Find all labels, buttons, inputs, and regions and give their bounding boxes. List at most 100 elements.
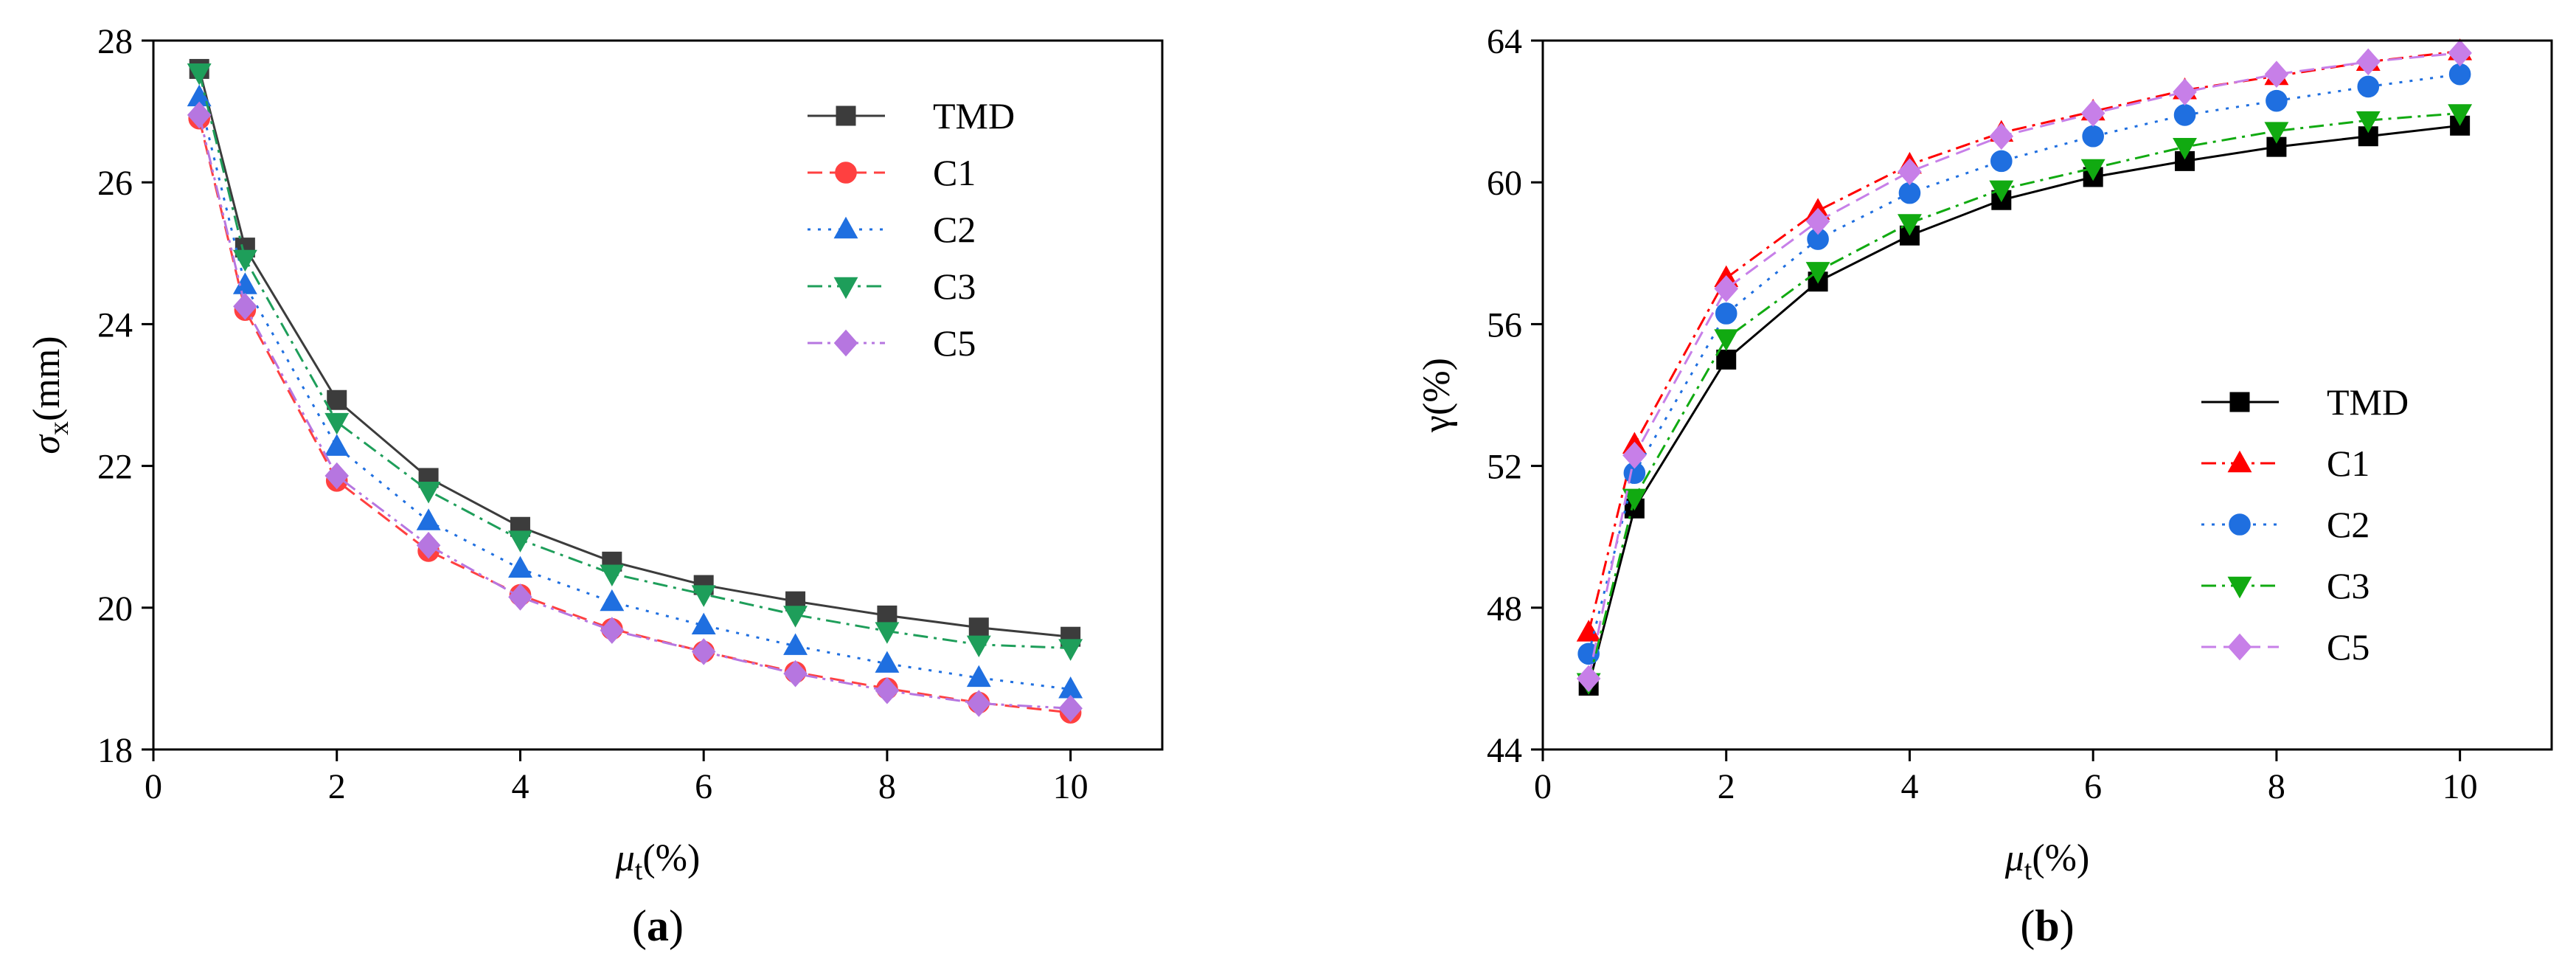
panel-a-y-tick-label: 20 — [97, 589, 133, 629]
panel-a-x-tick-label: 2 — [328, 767, 346, 806]
panel-b-legend-marker-c2 — [2229, 513, 2251, 536]
panel-a-point-c5 — [967, 690, 991, 717]
panel-a-series-line-c3 — [198, 72, 1071, 650]
panel-a-point-c5 — [783, 659, 808, 688]
panel-a-legend-marker-c2 — [833, 216, 858, 239]
panel-b-x-sub: t — [2024, 855, 2032, 886]
panel-a-point-c5 — [1058, 694, 1083, 722]
panel-b-point-c1 — [1576, 620, 1601, 642]
panel-b-point-c2 — [1898, 181, 1921, 204]
panel-b-point-c5 — [1898, 158, 1922, 186]
panel-b-x-tick-label: 8 — [2268, 767, 2285, 806]
panel-b-point-c2 — [2082, 125, 2104, 148]
panel-a-y-axis-label: σx(mm) — [26, 336, 74, 454]
panel-b-point-c5 — [2264, 60, 2289, 88]
panel-b-point-c2 — [2448, 63, 2471, 86]
panel-a-legend-marker-c1 — [835, 162, 857, 184]
panel-a-point-c3 — [232, 249, 257, 272]
panel-b-x-ticks: 0 2 4 6 8 10 — [1534, 749, 2478, 806]
panel-a-point-c3 — [783, 606, 808, 628]
panel-b-label-letter: b — [2035, 901, 2059, 950]
panel-b-legend-label-c5: C5 — [2327, 626, 2370, 668]
panel-b-x-tick-label: 4 — [1900, 767, 1918, 806]
panel-b-plot-frame — [1541, 39, 2553, 751]
panel-a-label-letter: a — [647, 901, 669, 950]
panel-b-legend-label-c2: C2 — [2327, 504, 2370, 545]
panel-b-y-ticks: 44 48 52 56 60 64 — [1487, 22, 1543, 770]
panel-a-point-tmd — [327, 389, 347, 410]
panel-a-label-close: ) — [669, 901, 684, 950]
panel-a-plot-frame — [152, 39, 1164, 751]
panel-a-point-c3 — [600, 564, 625, 586]
panel-a-point-c2 — [966, 665, 991, 688]
panel-a-point-c5 — [508, 584, 532, 611]
panel-b-point-c2 — [2266, 89, 2288, 112]
panel-b-point-c5 — [2080, 100, 2105, 127]
panel-b-legend-marker-tmd — [2229, 392, 2250, 412]
panel-b-point-c3 — [1898, 214, 1922, 236]
panel-b-point-c3 — [1622, 488, 1647, 511]
panel-b-point-c5 — [2356, 48, 2381, 76]
panel-b-point-c2 — [2173, 104, 2196, 126]
panel-b-legend-marker-c3 — [2227, 576, 2252, 599]
panel-a-y-unit: (mm) — [26, 336, 68, 421]
panel-a-point-c5 — [324, 462, 349, 490]
panel-a-point-c3 — [875, 622, 900, 644]
panel-a-point-c3 — [691, 585, 716, 607]
panel-b-point-c5 — [1576, 665, 1601, 693]
panel-b-legend-marker-c5 — [2227, 633, 2252, 661]
panel-a-marks — [187, 58, 1083, 724]
panel-b-x-axis-label: μt(%) — [2004, 837, 2090, 886]
panel-b-point-c2 — [1715, 302, 1737, 325]
panel-b-point-c5 — [1805, 207, 1830, 235]
panel-b-x-symbol: μ — [2004, 837, 2024, 879]
panel-a-point-c5 — [691, 638, 716, 665]
panel-b-point-c5 — [1989, 122, 2014, 150]
panel-b-point-c3 — [1989, 180, 2014, 203]
panel-a-point-c2 — [508, 555, 532, 578]
panel-a-point-c2 — [416, 508, 441, 530]
panel-a-x-sub: t — [635, 855, 643, 886]
panel-b-y-tick-label: 44 — [1487, 731, 1522, 770]
panel-a-x-tick-label: 8 — [878, 767, 896, 806]
panel-a-point-tmd — [968, 617, 989, 638]
panel-b-legend-label-c1: C1 — [2327, 443, 2370, 484]
panel-a-legend-label-c2: C2 — [933, 209, 976, 250]
panel-a-x-unit: (%) — [642, 837, 700, 879]
panel-a-point-c2 — [691, 612, 716, 635]
panel-b-y-axis-label: γ(%) — [1416, 358, 1458, 433]
panel-b-legend-label-c3: C3 — [2327, 565, 2370, 606]
panel-b-legend-marker-c1 — [2227, 450, 2252, 473]
panel-a-x-tick-label: 4 — [511, 767, 529, 806]
panel-b-point-c5 — [1714, 275, 1738, 302]
panel-a-y-tick-label: 26 — [97, 164, 133, 203]
panel-b-point-c3 — [2080, 159, 2105, 181]
panel-a-y-ticks: 18 20 22 24 26 28 — [97, 22, 153, 770]
panel-b-point-c3 — [1714, 329, 1739, 351]
panel-a-point-c3 — [508, 530, 532, 553]
panel-a-x-axis-label: μt(%) — [615, 837, 701, 886]
panel-a-point-c3 — [966, 635, 991, 658]
panel-a-point-c2 — [875, 651, 900, 673]
panel-a-point-c5 — [187, 101, 212, 129]
panel-a-legend-label-c1: C1 — [933, 152, 976, 193]
panel-b-point-c5 — [1622, 441, 1647, 469]
panel-a-point-c2 — [783, 633, 808, 655]
panel-b-point-c5 — [2173, 78, 2197, 105]
panel-b-x-tick-label: 6 — [2084, 767, 2102, 806]
panel-a-x-tick-label: 10 — [1053, 767, 1089, 806]
panel-a-legend-marker-c5 — [833, 329, 858, 357]
panel-b-legend-label-tmd: TMD — [2327, 381, 2409, 423]
panel-a-point-c2 — [600, 589, 625, 612]
panel-a-point-c5 — [600, 617, 625, 644]
panel-a-x-tick-label: 0 — [145, 767, 162, 806]
panel-b-point-c3 — [2264, 122, 2289, 144]
panel-b-label-close: ) — [2060, 901, 2075, 950]
panel-b-point-c3 — [2448, 104, 2473, 126]
panel-a-legend-label-c5: C5 — [933, 322, 976, 364]
panel-a-point-tmd — [877, 605, 898, 626]
panel-a-point-c5 — [233, 293, 257, 320]
panel-a-x-symbol: μ — [615, 837, 635, 879]
